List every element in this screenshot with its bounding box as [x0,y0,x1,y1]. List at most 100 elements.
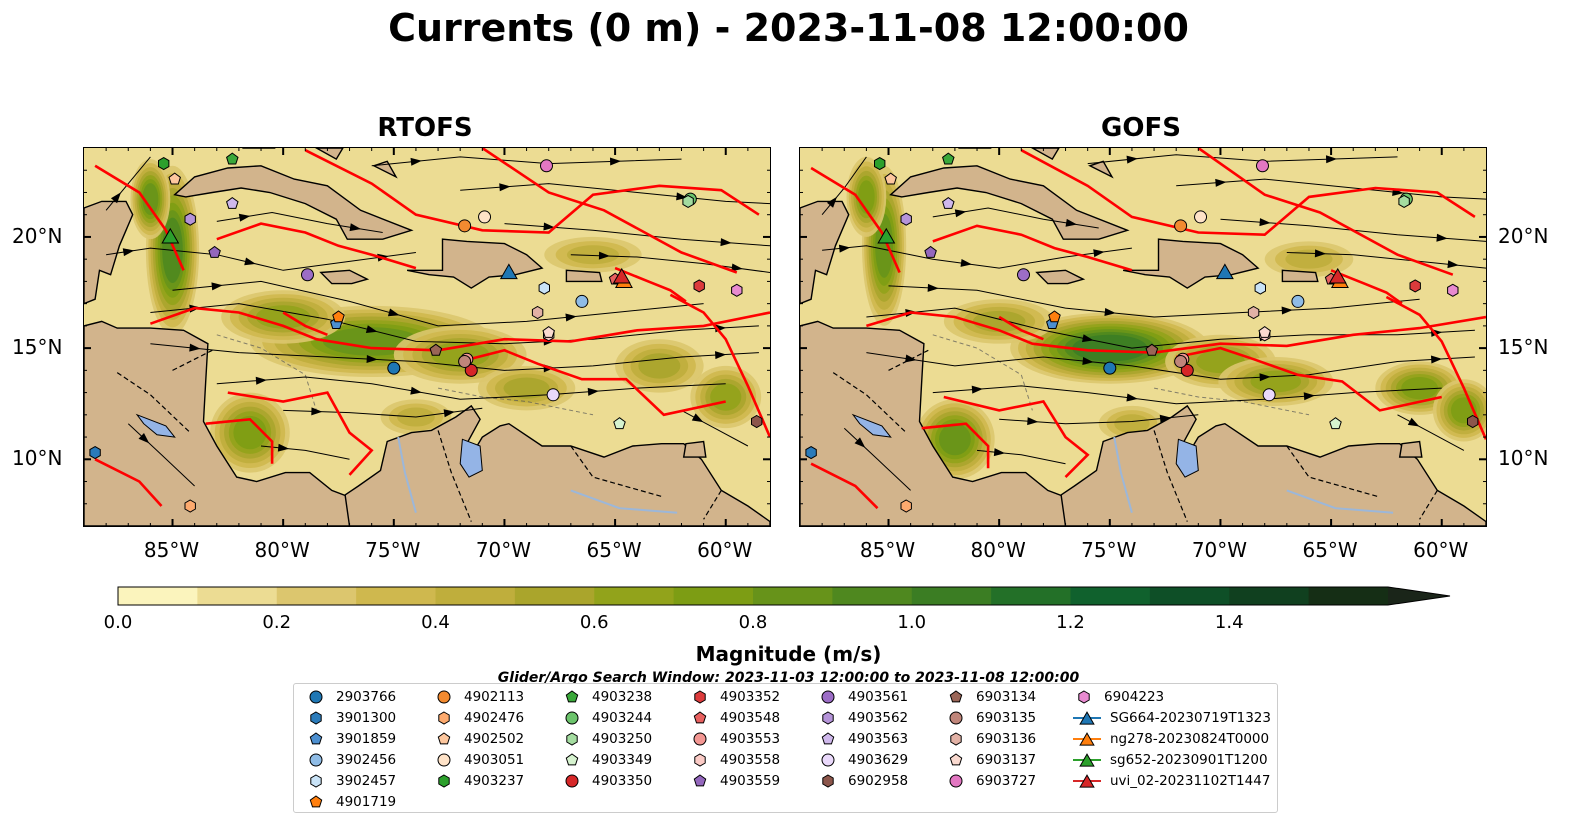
legend-entry: 4903559 [688,770,780,791]
panel-title-rtofs: RTOFS [377,113,473,143]
streamline-arrow [1065,218,1078,227]
country-border [1419,490,1438,520]
colorbar-segment [911,587,992,605]
legend-entry: 4902476 [432,707,524,728]
legend-entry: 4903561 [816,686,908,707]
colorbar-segment [1070,587,1151,605]
streamlines [821,154,1486,491]
observation-3902456 [575,294,589,308]
legend-symbol [437,690,451,703]
legend-label: 4903558 [720,751,781,768]
streamline [260,445,350,460]
legend-hexagon-marker [950,731,962,746]
streamline-arrow [993,448,1006,457]
legend-label: 2903766 [336,688,397,705]
landmass [319,269,370,285]
streamline-arrow [311,407,323,416]
observation-4901719 [332,310,345,323]
legend-label: 4903629 [848,751,909,768]
landmass [1122,238,1260,289]
observation-3901300 [89,446,101,460]
legend-symbol [1073,731,1101,746]
legend-label: 6904223 [1104,688,1165,705]
legend-label: 4903051 [464,751,525,768]
legend-circle-marker [309,753,323,766]
speed-contour [638,353,681,379]
legend-triangle-marker [1079,773,1095,788]
legend-label: 4903350 [592,772,653,789]
lat-tick-label-right: 20°N [1498,223,1549,248]
legend-entry: SG664-20230719T1323 [1072,707,1271,728]
legend-label: 4903562 [848,709,909,726]
streamline-arrow [1325,155,1338,164]
lon-tick-label: 85°W [859,538,916,562]
observation-4902476 [184,499,196,513]
streamline-arrow [691,413,704,423]
legend-label: 3901859 [336,730,397,747]
lon-tick-label: 75°W [1081,538,1137,562]
current-path-line [304,149,760,234]
country-border [116,372,191,434]
legend-symbol [693,710,707,723]
legend-triangle-marker [1079,752,1095,767]
streamline-arrow [1259,373,1271,382]
streamline-arrow [1159,414,1172,423]
streamline [976,449,1066,465]
current-path-line [1020,149,1476,237]
lake [459,438,483,478]
lon-tick-label: 60°W [1413,538,1469,562]
observation-4903559 [924,245,937,258]
colorbar-segment [118,587,198,605]
streamline-arrow [960,258,972,267]
legend-entry: sg652-20230901T1200 [1072,749,1268,770]
streamline-arrow [954,209,967,218]
streamline-arrow [1407,417,1420,427]
legend-label: 4902502 [464,730,525,747]
legend-entry: 4903237 [432,770,524,791]
landmass [682,440,707,458]
observation-4903561 [1017,268,1031,282]
country-border [1153,430,1188,522]
isobath-line [216,334,317,411]
streamline-arrow [1126,155,1138,164]
streamline [681,409,749,447]
legend-symbol [566,731,578,746]
streamline-arrow [598,251,610,260]
streamline-arrow [1093,249,1105,258]
legend-entry: 4903250 [560,728,652,749]
legend-circle-marker [821,690,835,703]
streamline-arrow [676,192,688,201]
streamline [1176,178,1486,200]
colorbar-segment [1308,587,1389,605]
colorbar-segment [1229,587,1310,605]
legend-entry: 4903051 [432,749,524,770]
river [1286,489,1394,514]
landmass [1030,148,1060,161]
streamline-arrow [1303,392,1315,401]
legend-entry: 3902456 [304,749,396,770]
legend-symbol [694,752,706,767]
legend-entry: 6903727 [944,770,1036,791]
legend-entry: 4903558 [688,749,780,770]
legend-label: 4903237 [464,772,525,789]
observation-6903135 [458,354,472,368]
legend-entry: 6903136 [944,728,1036,749]
observation-4903051 [478,210,492,224]
colorbar-segment [435,587,516,605]
country-border [570,445,664,498]
current-path-line [1385,295,1486,440]
legend-label: 6903134 [976,688,1037,705]
legend-entry: 4903629 [816,749,908,770]
colorbar-tick-label: 0.2 [262,612,292,633]
observation-3902457 [1254,281,1266,295]
current-path-line [94,164,185,271]
observation-sg652-20230901T1200 [161,227,180,244]
current-path-line [810,462,879,510]
observation-4903237 [158,157,170,171]
streamline-arrow [1436,233,1448,242]
legend-label: SG664-20230719T1323 [1110,709,1271,726]
streamline-arrow [387,308,400,317]
lon-tick-label: 70°W [475,538,532,562]
lon-tick-label: 75°W [365,538,421,562]
legend-pentagon-marker [437,731,451,744]
